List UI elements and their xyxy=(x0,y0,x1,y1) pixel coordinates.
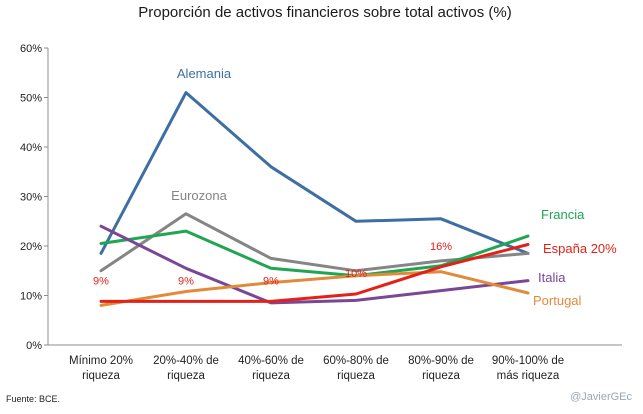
x-category-label: 40%-60% de riqueza xyxy=(238,355,304,382)
x-category-line: 60%-80% de xyxy=(323,355,389,367)
series-label-españa: España 20% xyxy=(543,241,617,256)
y-tick-label: 30% xyxy=(20,192,42,204)
series-lines xyxy=(99,91,530,307)
data-label: 10% xyxy=(345,268,367,280)
y-tick-label: 0% xyxy=(26,340,42,352)
data-label: 9% xyxy=(178,275,194,287)
series-line-italia xyxy=(99,224,530,305)
series-label-francia: Francia xyxy=(541,207,585,222)
data-labels: 9% 9% 9% 10% 16% xyxy=(93,241,452,288)
x-category-label: 80%-90% de riqueza xyxy=(408,355,474,382)
series-label-italia: Italia xyxy=(538,270,566,285)
y-tick-label: 50% xyxy=(20,93,42,105)
data-label: 9% xyxy=(93,275,109,287)
series-label-alemania: Alemania xyxy=(177,66,232,81)
x-category-line: riqueza xyxy=(252,370,290,382)
y-tick-label: 20% xyxy=(20,241,42,253)
series-label-eurozona: Eurozona xyxy=(171,188,227,203)
x-category-line: riqueza xyxy=(167,370,205,382)
x-category-line: riqueza xyxy=(422,370,460,382)
data-label: 9% xyxy=(263,275,279,287)
x-category-label: 90%-100% de más riqueza xyxy=(492,355,564,382)
x-category-line: más riqueza xyxy=(497,370,560,382)
y-tick-label: 40% xyxy=(20,142,42,154)
watermark: @JavierGEc xyxy=(570,391,632,403)
series-line-españa xyxy=(99,243,530,303)
data-label: 16% xyxy=(430,241,452,253)
series-line-alemania xyxy=(99,91,530,255)
chart-title: Proporción de activos financieros sobre … xyxy=(138,4,512,21)
x-category-line: Mínimo 20% xyxy=(69,355,133,367)
y-axis-ticks: 0% 10% 20% 30% 40% 50% 60% xyxy=(20,43,48,352)
x-category-line: riqueza xyxy=(82,370,120,382)
x-category-line: 20%-40% de xyxy=(153,355,219,367)
y-tick-label: 10% xyxy=(20,291,42,303)
x-category-line: riqueza xyxy=(337,370,375,382)
series-line-francia xyxy=(99,229,530,278)
series-line-portugal xyxy=(99,270,530,307)
x-category-line: 40%-60% de xyxy=(238,355,304,367)
x-category-label: Mínimo 20% riqueza xyxy=(69,355,133,382)
series-labels: Alemania Eurozona Francia Italia Portugal Esp… xyxy=(171,66,617,308)
x-category-label: 60%-80% de riqueza xyxy=(323,355,389,382)
y-tick-label: 60% xyxy=(20,43,42,55)
source-note: Fuente: BCE. xyxy=(6,394,60,404)
series-label-portugal: Portugal xyxy=(533,293,582,308)
x-category-line: 80%-90% de xyxy=(408,355,474,367)
x-category-label: 20%-40% de riqueza xyxy=(153,355,219,382)
x-category-line: 90%-100% de xyxy=(492,355,564,367)
